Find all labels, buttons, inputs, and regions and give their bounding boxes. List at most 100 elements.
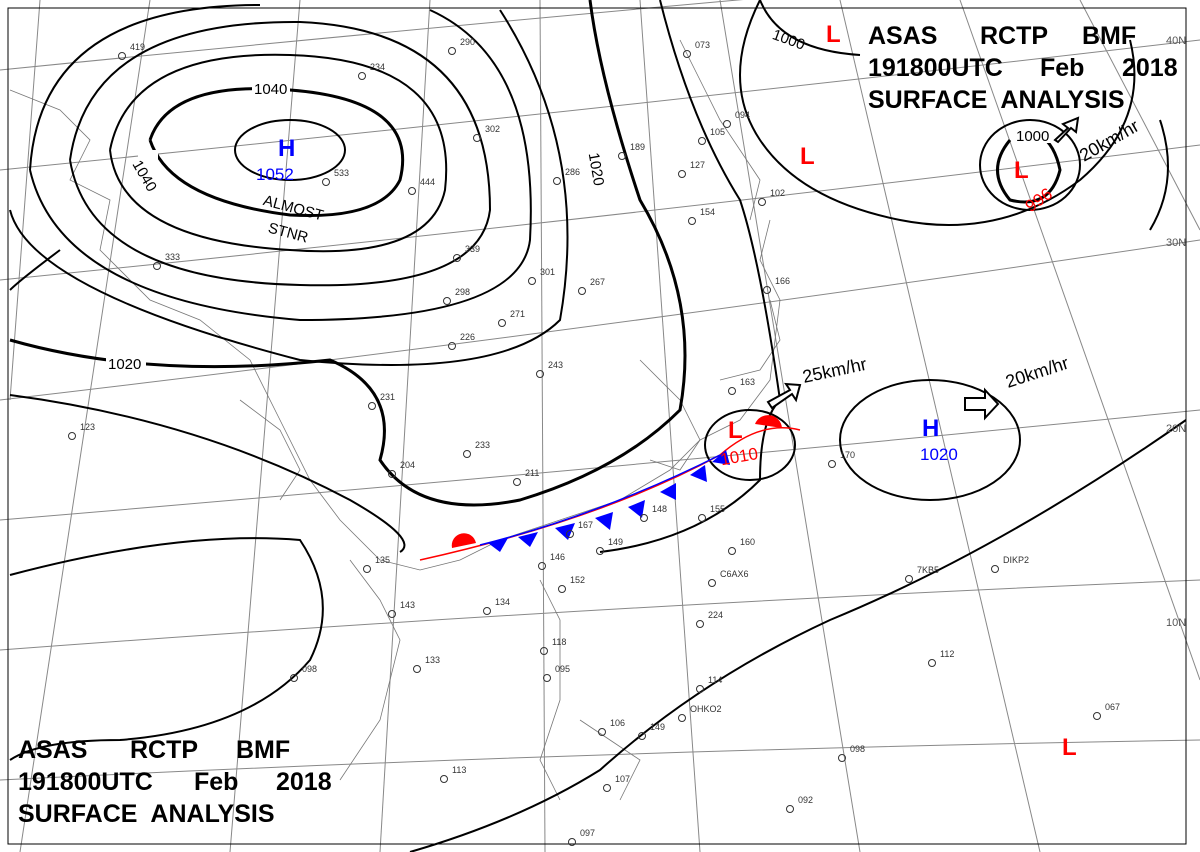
movement-arrow-icon <box>1053 116 1080 144</box>
coastlines <box>9 39 781 801</box>
movement-speed: 25km/hr <box>801 354 869 387</box>
station-value: 160 <box>740 537 755 547</box>
station-value: 166 <box>775 276 790 286</box>
station-circle-icon <box>758 198 766 206</box>
latitude-line <box>0 409 1200 521</box>
station-value: 231 <box>380 392 395 402</box>
station-circle-icon <box>153 262 161 270</box>
station-circle-icon <box>640 514 648 522</box>
station-circle-icon <box>408 187 416 195</box>
isobar <box>9 537 324 761</box>
movement-speed: 20km/hr <box>1003 353 1071 392</box>
title-agency: ASAS <box>868 22 937 50</box>
station-circle-icon <box>413 665 421 673</box>
title-product: SURFACE ANALYSIS <box>18 800 275 828</box>
cold-front-symbol <box>712 450 730 465</box>
station-value: C6AX6 <box>720 569 749 579</box>
station-value: 533 <box>334 168 349 178</box>
isobar-label: 1040 <box>254 81 287 98</box>
station-circle-icon <box>991 565 999 573</box>
station-value: 113 <box>452 765 466 775</box>
longitude-line <box>9 0 41 401</box>
station-value: 135 <box>375 555 390 565</box>
station-circle-icon <box>498 319 506 327</box>
station-value: 152 <box>570 575 585 585</box>
latitude-line <box>0 239 1200 401</box>
isobar-1000 <box>979 119 1081 211</box>
station-value: 112 <box>940 649 954 659</box>
latitude-line <box>0 0 744 71</box>
station-circle-icon <box>388 470 396 478</box>
isobar <box>409 419 1187 852</box>
station-value: 444 <box>420 177 435 187</box>
station-value: 094 <box>735 110 750 120</box>
station-value: 105 <box>710 127 725 137</box>
high-pressure-marker: H <box>922 415 939 442</box>
station-value: 155 <box>710 504 725 514</box>
station-circle-icon <box>453 254 461 262</box>
title-station: RCTP <box>980 22 1048 50</box>
station-circle-icon <box>638 732 646 740</box>
station-circle-icon <box>696 620 704 628</box>
station-value: 149 <box>608 537 623 547</box>
station-circle-icon <box>368 402 376 410</box>
station-circle-icon <box>598 728 606 736</box>
station-value: 226 <box>460 332 475 342</box>
station-value: 092 <box>798 795 813 805</box>
low-pressure-marker: L <box>800 143 815 170</box>
station-value: 167 <box>578 520 593 530</box>
station-circle-icon <box>568 838 576 846</box>
isobar-1000 <box>759 0 861 56</box>
station-value: 290 <box>460 37 475 47</box>
station-value: 123 <box>80 422 95 432</box>
warm-front-symbol <box>451 533 476 548</box>
cold-front-symbol <box>518 532 538 547</box>
station-circle-icon <box>683 50 691 58</box>
station-circle-icon <box>290 674 298 682</box>
title-month: Feb <box>1040 54 1084 82</box>
station-value: 133 <box>425 655 440 665</box>
station-circle-icon <box>322 178 330 186</box>
station-value: 204 <box>400 460 415 470</box>
isobar <box>109 53 448 253</box>
low-pressure-marker: L <box>1062 734 1077 761</box>
movement-arrow-icon <box>964 387 1000 421</box>
station-circle-icon <box>540 647 548 655</box>
station-circle-icon <box>786 805 794 813</box>
station-circle-icon <box>358 72 366 80</box>
cold-front-symbol <box>595 512 613 530</box>
station-circle-icon <box>363 565 371 573</box>
low-pressure-marker: L <box>728 417 743 444</box>
station-circle-icon <box>448 47 456 55</box>
station-value: 146 <box>550 552 565 562</box>
station-circle-icon <box>473 134 481 142</box>
isobar-label: 1020 <box>585 151 608 187</box>
isobar <box>234 119 346 181</box>
stationary-front <box>419 415 801 561</box>
station-value: 148 <box>652 504 667 514</box>
station-circle-icon <box>1093 712 1101 720</box>
latitude-line <box>0 144 1200 281</box>
station-value: 118 <box>552 637 566 647</box>
station-circle-icon <box>618 152 626 160</box>
station-plots: 419 290 234 302 286 444 533 339 298 301 267 271 226 2… <box>68 37 1120 846</box>
isobar <box>1149 119 1169 231</box>
station-circle-icon <box>118 52 126 60</box>
longitude-line <box>639 0 701 852</box>
low-pressure-marker: L <box>1014 157 1029 184</box>
station-circle-icon <box>603 784 611 792</box>
station-value: 233 <box>475 440 490 450</box>
station-circle-icon <box>688 217 696 225</box>
station-value: 114 <box>708 675 722 685</box>
station-value: 339 <box>465 244 480 254</box>
longitude-line <box>719 0 861 852</box>
latitude-label: 40N <box>1166 35 1186 47</box>
map-border <box>7 7 1187 845</box>
station-value: 097 <box>580 828 595 838</box>
isobar <box>739 0 1136 226</box>
isobar-label: 1000 <box>770 26 807 53</box>
station-circle-icon <box>678 170 686 178</box>
station-value: 302 <box>485 124 500 134</box>
station-circle-icon <box>698 514 706 522</box>
